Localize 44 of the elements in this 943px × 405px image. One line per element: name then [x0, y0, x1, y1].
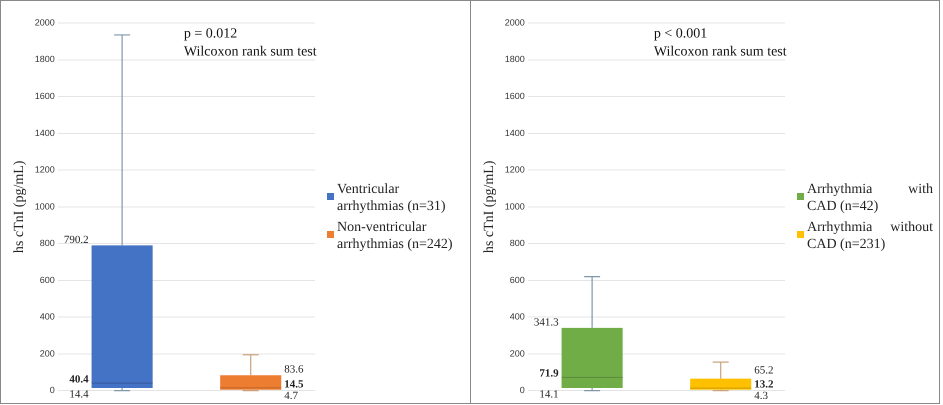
y-tick-label: 2000: [34, 17, 55, 28]
y-tick-label: 1400: [504, 128, 525, 138]
text: 14.5: [284, 378, 304, 390]
legend-label: Non-ventricular arrhythmias (n=242): [337, 219, 454, 253]
y-tick-label: 1800: [504, 54, 525, 64]
y-tick-label: 1200: [34, 164, 55, 175]
y-tick-label: 1000: [504, 201, 525, 212]
y-tick-label: 0: [50, 385, 55, 396]
text: 790.2: [64, 234, 89, 246]
legend-label: Ventricular arrhythmias (n=31): [337, 181, 447, 215]
annotation: p = 0.012: [184, 26, 238, 42]
text: 13.2: [754, 378, 774, 391]
y-tick-label: 800: [40, 238, 55, 248]
y-tick-label: 800: [510, 238, 525, 248]
annotation: Wilcoxon rank sum test: [184, 44, 317, 60]
y-tick-label: 600: [40, 274, 55, 285]
text: 341.3: [534, 316, 559, 328]
y-tick-label: 200: [40, 348, 55, 358]
text: 40.4: [69, 374, 89, 386]
y-tick-label: 1400: [34, 128, 55, 138]
y-tick-label: 600: [510, 274, 525, 285]
text: 4.3: [754, 390, 768, 402]
y-tick-label: 0: [520, 385, 525, 396]
y-tick-label: 1800: [34, 54, 55, 64]
y-axis-title: hs cTnI (pg/mL): [482, 160, 498, 254]
text: 65.2: [754, 364, 774, 377]
legend-label: Arrhythmia with CAD (n=42): [807, 181, 933, 215]
y-tick-label: 1600: [34, 91, 55, 102]
y-tick-label: 400: [40, 312, 55, 322]
y-axis-title: hs cTnI (pg/mL): [12, 160, 28, 254]
annotation: Wilcoxon rank sum test: [654, 44, 787, 60]
text: 4.7: [284, 390, 298, 402]
y-tick-label: 1000: [34, 201, 55, 212]
legend-label: Arrhythmia without CAD (n=231): [807, 219, 933, 253]
y-tick-label: 1600: [504, 91, 525, 102]
y-tick-label: 400: [510, 312, 525, 322]
annotation: p < 0.001: [654, 26, 708, 42]
text: 14.1: [539, 388, 559, 400]
y-tick-label: 200: [510, 348, 525, 358]
text: 83.6: [284, 364, 304, 376]
text: 71.9: [539, 368, 559, 380]
y-tick-label: 1200: [504, 164, 525, 175]
y-tick-label: 2000: [504, 17, 525, 28]
text: 14.4: [69, 388, 89, 400]
